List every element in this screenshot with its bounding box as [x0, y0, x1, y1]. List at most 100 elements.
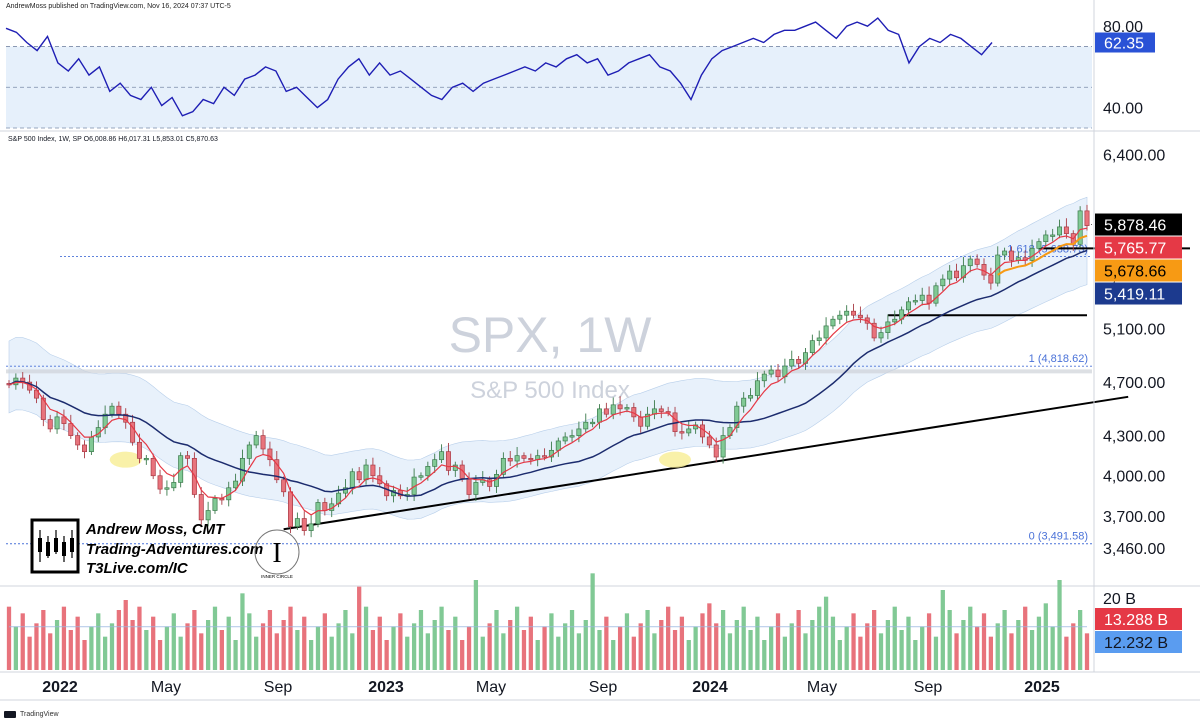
volume-bar — [899, 630, 904, 670]
volume-bar — [1002, 610, 1007, 670]
volume-bar — [329, 636, 334, 670]
branding-logo-candle — [70, 538, 74, 552]
volume-bar — [872, 610, 877, 670]
volume-bar — [961, 620, 966, 670]
volume-bar — [734, 620, 739, 670]
candle-body — [157, 475, 163, 490]
volume-bar — [34, 623, 39, 670]
volume-bar — [762, 640, 767, 670]
volume-bar — [302, 616, 307, 670]
candle-body — [487, 479, 493, 487]
volume-bar — [453, 616, 458, 670]
candle-body — [679, 431, 685, 434]
volume-bar — [13, 626, 18, 670]
ema-mid-box-label: 5,678.66 — [1104, 264, 1166, 281]
volume-bar — [521, 630, 527, 670]
candle-body — [68, 423, 74, 436]
volume-bar — [789, 623, 794, 670]
candle-body — [892, 318, 898, 323]
inner-circle-glyph: I — [272, 538, 281, 569]
candle-body — [960, 265, 966, 279]
volume-bar — [659, 620, 664, 670]
candle-body — [1063, 226, 1069, 234]
volume-bar — [810, 620, 815, 670]
volume-bar — [151, 616, 156, 670]
candle-body — [82, 444, 88, 453]
volume-bar — [171, 613, 176, 670]
candle-body — [150, 457, 156, 477]
volume-bar — [1071, 623, 1076, 670]
volume-bar — [700, 613, 705, 670]
volume-bar — [357, 586, 362, 670]
price-pane: SPX, 1W S&P 500 Index 1.618 (5,638.73) 1 (4… — [6, 148, 1190, 579]
volume-bar — [41, 610, 46, 670]
volume-bar — [240, 593, 245, 670]
volume-bar — [611, 640, 616, 670]
price-tick-label: 3,460.00 — [1103, 541, 1165, 558]
volume-bar — [508, 620, 513, 670]
tradingview-logo-icon — [4, 711, 16, 718]
candle-body — [164, 487, 170, 490]
price-tick-label: 4,700.00 — [1103, 375, 1165, 392]
volume-pane: 20 B 13.288 B 12.232 B — [0, 573, 1200, 670]
candle-body — [473, 482, 479, 495]
candle-body — [590, 421, 596, 425]
candle-body — [418, 475, 424, 478]
candle-body — [878, 332, 884, 339]
volume-bar — [315, 626, 321, 670]
candle-body — [768, 369, 774, 375]
volume-bar — [796, 610, 801, 670]
candle-body — [748, 395, 754, 399]
sma-slow-box — [1095, 282, 1182, 305]
axis-labels: 2022 May Sep 2023 May Sep 2024 May Sep 2025 — [42, 679, 1060, 696]
volume-bar — [672, 630, 678, 670]
candle-body — [308, 523, 314, 531]
candle-body — [954, 270, 960, 279]
volume-bar — [205, 620, 211, 670]
volume-bar — [281, 620, 286, 670]
branding-logo-candle — [38, 538, 42, 552]
time-tick-label: Sep — [264, 679, 293, 696]
fib-level-label: 1 (4,818.62) — [1029, 353, 1088, 365]
candle-body — [974, 258, 980, 265]
price-tick-label: 4,300.00 — [1103, 429, 1165, 446]
candle-body — [926, 294, 932, 304]
trendline — [283, 395, 1129, 531]
time-tick-label: May — [476, 679, 506, 696]
volume-bar — [109, 623, 115, 670]
candle-body — [294, 518, 300, 527]
volume-bar — [885, 620, 891, 670]
volume-bar — [755, 616, 760, 670]
volume-tick-label: 20 B — [1103, 591, 1136, 608]
candle-body — [706, 436, 712, 446]
candle-body — [734, 405, 740, 428]
candle-body — [603, 408, 609, 415]
symbol-ohlc-line: S&P 500 Index, 1W, SP O6,008.86 H6,017.3… — [8, 136, 218, 143]
volume-bar — [906, 616, 911, 670]
volume-bar — [981, 613, 987, 670]
volume-bar — [727, 633, 733, 670]
candle-body — [597, 408, 602, 423]
time-tick-label: May — [151, 679, 181, 696]
candle-body — [425, 466, 431, 477]
candle-body — [322, 502, 328, 511]
volume-bar — [631, 636, 636, 670]
volume-bar — [563, 623, 568, 670]
candle-body — [514, 455, 520, 462]
volume-bar — [878, 633, 884, 670]
candle-body — [816, 337, 822, 341]
volume-bar — [48, 633, 53, 670]
volume-bar — [157, 640, 163, 670]
volume-bar — [597, 630, 602, 670]
ema-fast-box — [1095, 236, 1182, 259]
volume-bar — [590, 573, 595, 670]
branding-logo-candle — [62, 542, 66, 556]
footer-brand: TradingView — [4, 711, 59, 718]
volume-bar — [247, 613, 252, 670]
candle-body — [246, 444, 252, 459]
volume-bar — [137, 606, 142, 670]
candle-body — [1002, 250, 1008, 256]
candle-body — [130, 421, 136, 443]
candle-body — [1050, 234, 1056, 237]
volume-label-1: 13.288 B — [1104, 612, 1168, 629]
